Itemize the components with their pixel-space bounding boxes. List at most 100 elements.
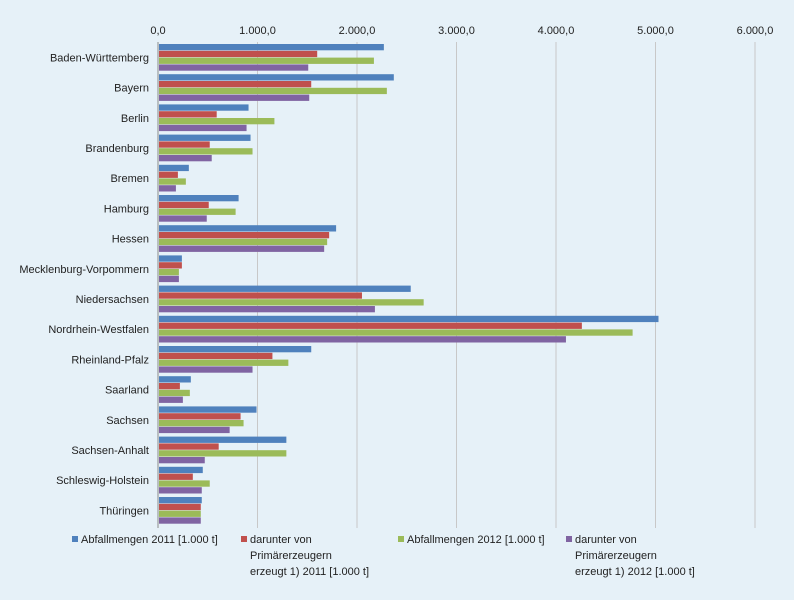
category-label: Baden-Württemberg <box>50 52 149 64</box>
legend-label: darunter von <box>250 534 312 546</box>
bar <box>159 359 289 366</box>
legend-label: Primärerzeugern <box>250 550 332 562</box>
bar <box>159 457 205 464</box>
bar <box>159 111 217 118</box>
category-label: Rheinland-Pfalz <box>71 354 149 366</box>
bar <box>159 285 411 292</box>
bar <box>159 208 236 215</box>
legend-label: darunter von <box>575 534 637 546</box>
x-tick-label: 4.000,0 <box>538 25 575 37</box>
bar <box>159 306 375 313</box>
bar <box>159 134 251 141</box>
x-tick-label: 3.000,0 <box>438 25 475 37</box>
bar <box>159 487 202 494</box>
bar <box>159 443 219 450</box>
category-label: Sachsen-Anhalt <box>71 445 149 457</box>
x-tick-label: 6.000,0 <box>737 25 774 37</box>
category-label: Bayern <box>114 83 149 95</box>
bar <box>159 352 273 360</box>
category-label: Mecklenburg-Vorpommern <box>19 264 149 276</box>
bar <box>159 57 374 64</box>
bar <box>159 336 566 343</box>
bar <box>159 104 249 111</box>
category-label: Nordrhein-Westfalen <box>48 324 149 336</box>
bar <box>159 510 201 517</box>
legend-label: erzeugt 1) 2011 [1.000 t] <box>250 566 369 578</box>
bar <box>159 406 257 413</box>
bar <box>159 466 203 474</box>
legend-label: Abfallmengen 2011 [1.000 t] <box>81 534 218 546</box>
bar <box>159 269 179 276</box>
bar <box>159 148 253 155</box>
bar <box>159 517 201 524</box>
category-label: Hessen <box>112 234 149 246</box>
x-tick-label: 1.000,0 <box>239 25 276 37</box>
bar <box>159 299 424 306</box>
bar <box>159 171 178 178</box>
bar <box>159 238 328 246</box>
bar <box>159 201 209 209</box>
bar <box>159 450 287 457</box>
bars <box>159 44 659 524</box>
legend-label: erzeugt 1) 2012 [1.000 t] <box>575 566 695 578</box>
bar <box>159 346 312 353</box>
bar <box>159 195 239 202</box>
category-label: Saarland <box>105 385 149 397</box>
category-labels: Baden-Württemberg Bayern Berlin Brandenburg… <box>19 52 149 517</box>
bar <box>159 225 337 232</box>
bar <box>159 155 212 162</box>
bar <box>159 473 193 480</box>
category-label: Niedersachsen <box>76 294 149 306</box>
bar <box>159 292 362 299</box>
bar <box>159 64 309 71</box>
bar <box>159 315 659 323</box>
legend-swatch <box>72 536 78 542</box>
bar <box>159 185 176 192</box>
category-label: Hamburg <box>104 203 149 215</box>
category-label: Thüringen <box>99 505 149 517</box>
bar <box>159 497 202 504</box>
bar <box>159 389 190 397</box>
x-tick-label: 0,0 <box>150 25 165 37</box>
bar <box>159 396 183 403</box>
bar <box>159 124 247 132</box>
legend-swatch <box>398 536 404 542</box>
bar <box>159 215 207 222</box>
legend-label: Abfallmengen 2012 [1.000 t] <box>407 534 545 546</box>
bar <box>159 118 275 125</box>
bar <box>159 178 186 185</box>
bar <box>159 94 310 101</box>
bar <box>159 87 387 95</box>
bar <box>159 74 394 81</box>
bar <box>159 141 210 148</box>
bar <box>159 44 384 51</box>
bar <box>159 413 241 420</box>
bar <box>159 50 318 58</box>
bar <box>159 436 287 443</box>
x-tick-label: 5.000,0 <box>637 25 674 37</box>
x-axis-ticks: 0,0 1.000,0 2.000,0 3.000,0 4.000,0 5.000,0 6.… <box>150 25 773 37</box>
bar <box>159 383 180 390</box>
bar <box>159 376 191 383</box>
bar <box>159 329 633 336</box>
bar <box>159 245 325 252</box>
bar <box>159 262 182 269</box>
bar <box>159 366 253 373</box>
category-label: Bremen <box>110 173 149 185</box>
category-label: Sachsen <box>106 415 149 427</box>
bar <box>159 322 582 329</box>
bar <box>159 232 330 239</box>
category-label: Brandenburg <box>85 143 149 155</box>
bar <box>159 81 312 88</box>
legend-swatch <box>566 536 572 542</box>
bar <box>159 255 182 262</box>
legend-swatch <box>241 536 247 542</box>
legend-label: Primärerzeugern <box>575 550 657 562</box>
x-tick-label: 2.000,0 <box>339 25 376 37</box>
bar <box>159 420 244 427</box>
legend: Abfallmengen 2011 [1.000 t] darunter von P… <box>72 534 695 578</box>
bar <box>159 426 230 434</box>
bar <box>159 503 201 511</box>
category-label: Schleswig-Holstein <box>56 475 149 487</box>
